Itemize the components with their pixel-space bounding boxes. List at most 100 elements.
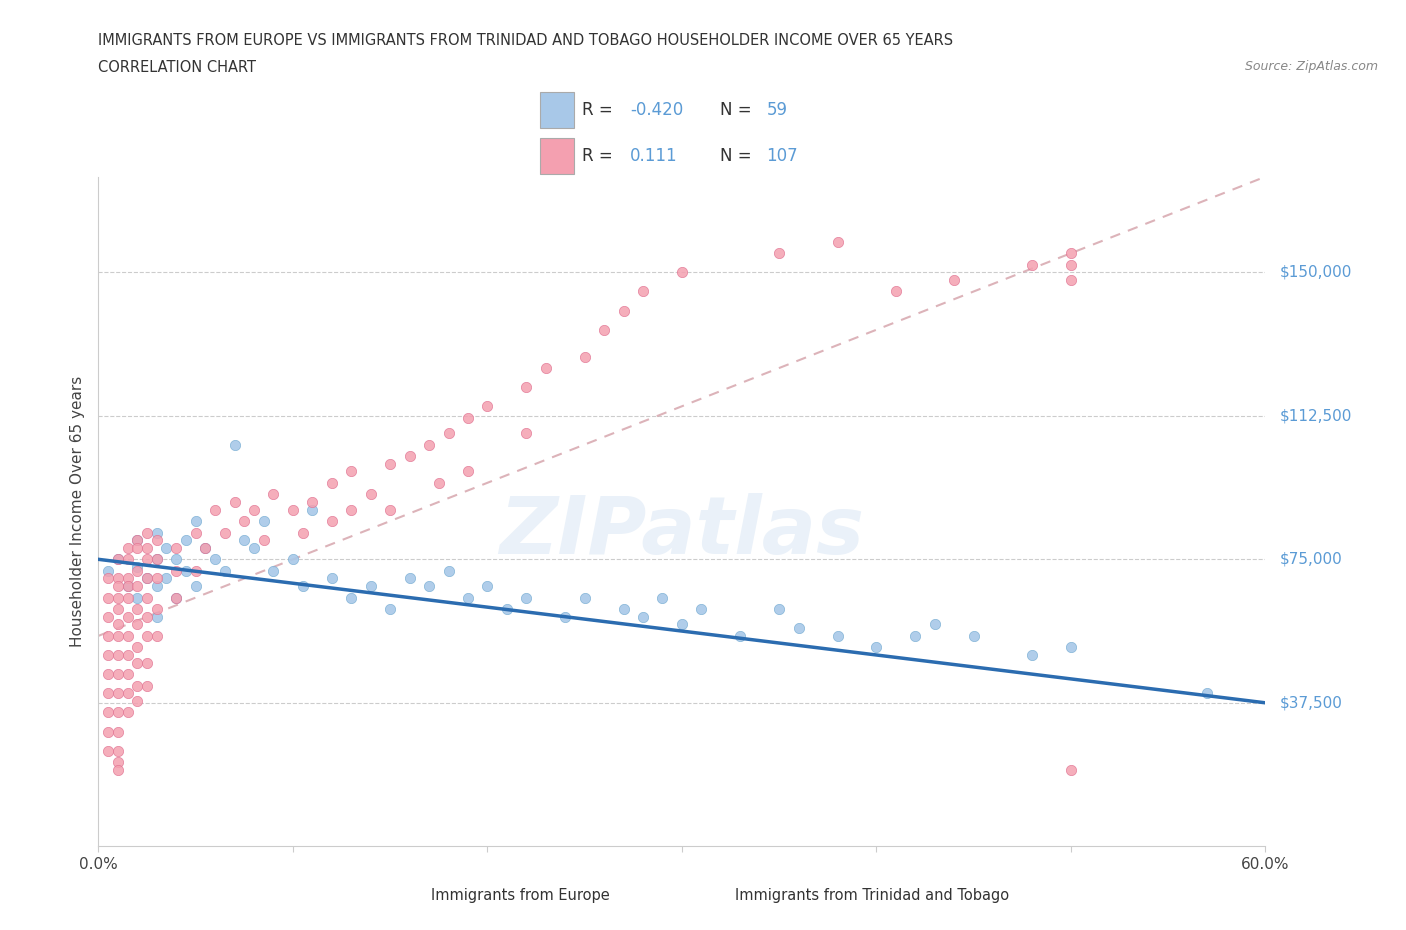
Point <box>291 578 314 593</box>
Point <box>97 647 120 662</box>
Point <box>243 502 266 517</box>
Point <box>378 457 402 472</box>
Point <box>378 602 402 617</box>
Point <box>884 284 907 299</box>
Point <box>127 540 149 555</box>
Point <box>117 551 139 566</box>
Point <box>253 533 276 548</box>
Point <box>437 426 460 441</box>
Point <box>194 540 217 555</box>
Point <box>398 448 420 463</box>
Point <box>146 578 169 593</box>
Text: IMMIGRANTS FROM EUROPE VS IMMIGRANTS FROM TRINIDAD AND TOBAGO HOUSEHOLDER INCOME: IMMIGRANTS FROM EUROPE VS IMMIGRANTS FRO… <box>98 33 953 47</box>
Point <box>865 640 887 655</box>
Point <box>612 303 634 318</box>
Point <box>127 560 149 575</box>
Point <box>165 551 187 566</box>
Point <box>97 629 120 644</box>
Point <box>127 591 149 605</box>
Point <box>127 602 149 617</box>
Point <box>534 361 557 376</box>
Point <box>378 502 402 517</box>
Text: 107: 107 <box>766 147 797 165</box>
Point <box>768 246 790 260</box>
Y-axis label: Householder Income Over 65 years: Householder Income Over 65 years <box>70 376 86 647</box>
Point <box>97 571 120 586</box>
Point <box>165 591 187 605</box>
Point <box>146 571 169 586</box>
Point <box>117 571 139 586</box>
Point <box>146 551 169 566</box>
Point <box>554 609 576 624</box>
Point <box>136 571 159 586</box>
Text: $112,500: $112,500 <box>1279 408 1351 423</box>
Point <box>574 349 596 364</box>
Point <box>262 486 284 501</box>
Point <box>321 475 343 490</box>
Point <box>671 265 693 280</box>
Point <box>127 617 149 631</box>
Point <box>117 667 139 682</box>
Point <box>107 602 129 617</box>
Point <box>97 705 120 720</box>
Point <box>136 540 159 555</box>
Point <box>107 743 129 758</box>
Text: $150,000: $150,000 <box>1279 265 1351 280</box>
Point <box>515 426 537 441</box>
Text: ZIPatlas: ZIPatlas <box>499 493 865 571</box>
Point <box>214 564 236 578</box>
Point <box>1060 640 1083 655</box>
Point <box>243 540 266 555</box>
Point <box>127 533 149 548</box>
Point <box>204 551 226 566</box>
Point <box>174 533 197 548</box>
Point <box>194 540 217 555</box>
Point <box>165 591 187 605</box>
Point <box>768 602 790 617</box>
Text: Immigrants from Europe: Immigrants from Europe <box>430 887 610 903</box>
Point <box>360 486 382 501</box>
Point <box>1060 258 1083 272</box>
Point <box>107 647 129 662</box>
Point <box>117 647 139 662</box>
Point <box>943 272 966 287</box>
Point <box>107 591 129 605</box>
Point <box>97 724 120 739</box>
Point <box>97 564 120 578</box>
Point <box>1060 272 1083 287</box>
Point <box>301 495 323 510</box>
Point <box>827 629 849 644</box>
Point <box>224 495 246 510</box>
Point <box>107 578 129 593</box>
Point <box>117 591 139 605</box>
Point <box>117 629 139 644</box>
Point <box>281 551 304 566</box>
Point <box>146 525 169 540</box>
Point <box>730 629 752 644</box>
Point <box>146 533 169 548</box>
Point <box>107 617 129 631</box>
Point <box>340 502 363 517</box>
FancyBboxPatch shape <box>540 92 575 127</box>
Point <box>127 694 149 709</box>
Point <box>127 578 149 593</box>
Point <box>418 578 440 593</box>
Point <box>360 578 382 593</box>
Point <box>184 525 207 540</box>
Point <box>165 540 187 555</box>
Point <box>107 571 129 586</box>
Point <box>127 564 149 578</box>
Text: -0.420: -0.420 <box>630 101 683 119</box>
Point <box>477 578 499 593</box>
Text: N =: N = <box>720 101 751 119</box>
Point <box>146 551 169 566</box>
Text: 59: 59 <box>766 101 787 119</box>
Point <box>165 564 187 578</box>
Point <box>107 754 129 769</box>
Point <box>107 551 129 566</box>
Point <box>437 564 460 578</box>
Point <box>477 399 499 414</box>
Point <box>136 609 159 624</box>
Point <box>301 502 323 517</box>
Point <box>281 502 304 517</box>
